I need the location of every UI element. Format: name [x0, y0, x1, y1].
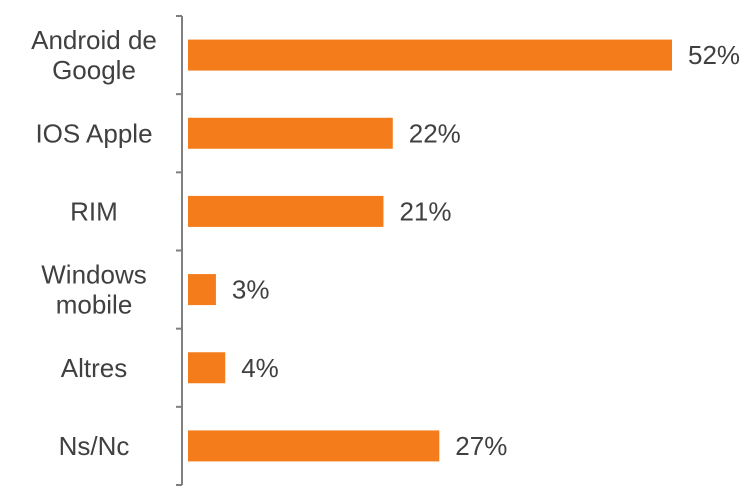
- bar: [188, 430, 440, 462]
- data-label: 52%: [688, 40, 740, 70]
- data-label: 22%: [409, 118, 461, 148]
- bar: [188, 274, 216, 306]
- bar: [188, 117, 393, 149]
- data-label: 3%: [232, 275, 270, 305]
- bar: [188, 195, 384, 227]
- category-label: Ns/Nc: [59, 431, 130, 461]
- data-label: 21%: [399, 196, 451, 226]
- data-label: 27%: [455, 431, 507, 461]
- category-label: IOS Apple: [35, 118, 152, 148]
- category-label: Windows mobile: [41, 260, 146, 320]
- category-axis: [176, 15, 183, 486]
- category-label: RIM: [70, 196, 118, 226]
- bar: [188, 352, 226, 384]
- data-label: 4%: [241, 353, 279, 383]
- category-label: Android de Google: [31, 25, 157, 85]
- labels-layer: Android de Google 52% IOS Apple 22% RIM 21% Win…: [31, 25, 740, 461]
- bars-layer: [188, 39, 672, 462]
- category-label: Altres: [61, 353, 127, 383]
- bar: [188, 39, 672, 71]
